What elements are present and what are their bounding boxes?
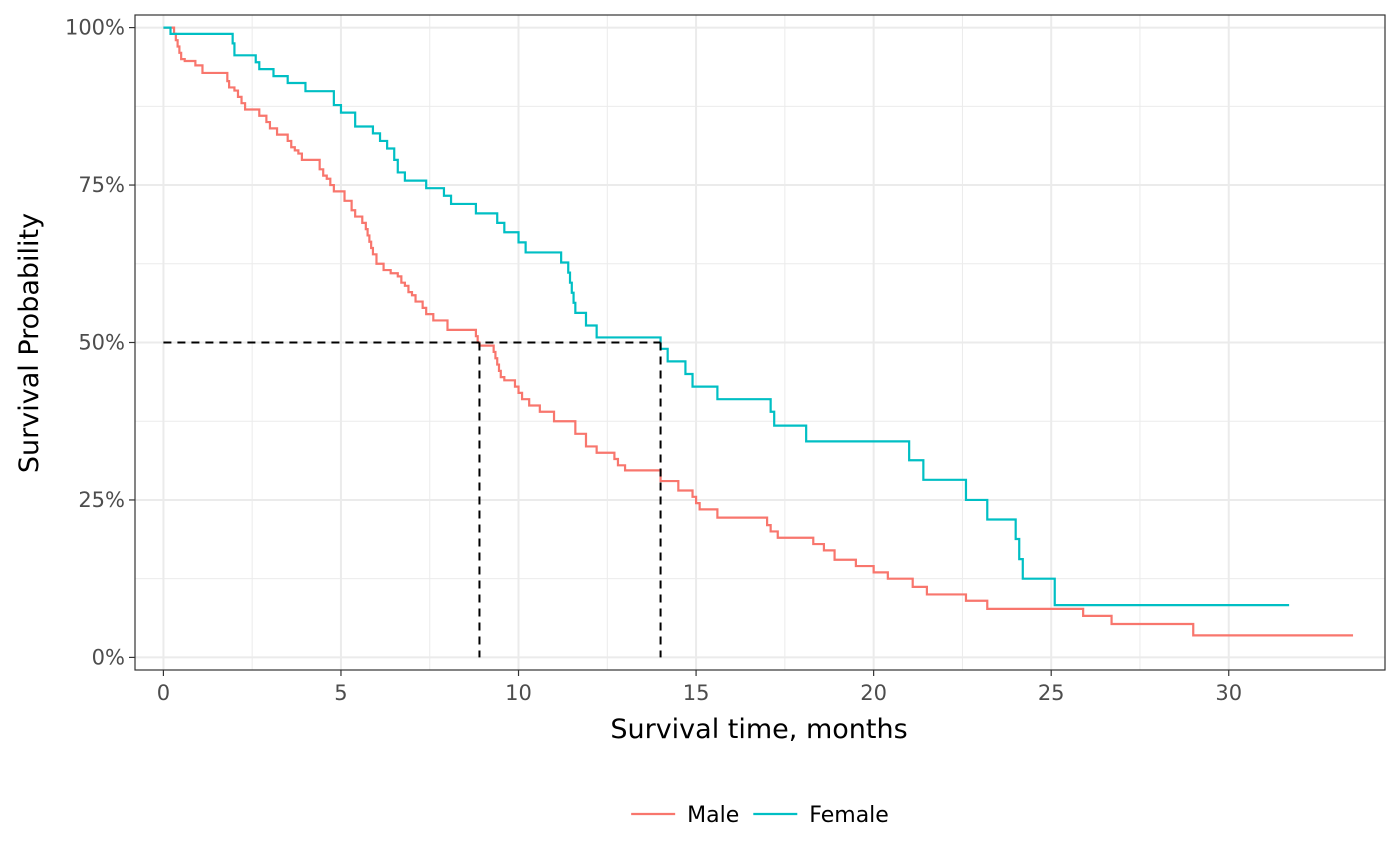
y-tick-label: 0% [92,645,125,669]
median-lines [163,341,662,658]
legend: Male Female [631,803,889,828]
series-line-male [163,26,1354,637]
x-tick-label: 20 [860,681,887,705]
x-tick-label: 30 [1215,681,1242,705]
y-tick-label: 50% [78,331,125,355]
legend-label-female: Female [809,803,889,828]
series-line-female [163,26,1290,607]
y-tick-label: 100% [65,16,125,40]
y-tick-label: 75% [78,173,125,197]
legend-label-male: Male [687,803,739,828]
x-tick-label: 5 [334,681,347,705]
x-axis-title: Survival time, months [610,714,907,745]
x-tick-label: 15 [683,681,710,705]
series-layer [163,26,1354,637]
y-axis-title: Survival Probability [14,213,45,473]
x-tick-label: 25 [1038,681,1065,705]
x-tick-label: 10 [505,681,532,705]
x-axis: 0 5 10 15 20 25 30 [157,670,1242,705]
y-tick-label: 25% [78,488,125,512]
y-axis: 0% 25% 50% 75% 100% [65,16,135,669]
x-tick-label: 0 [157,681,170,705]
